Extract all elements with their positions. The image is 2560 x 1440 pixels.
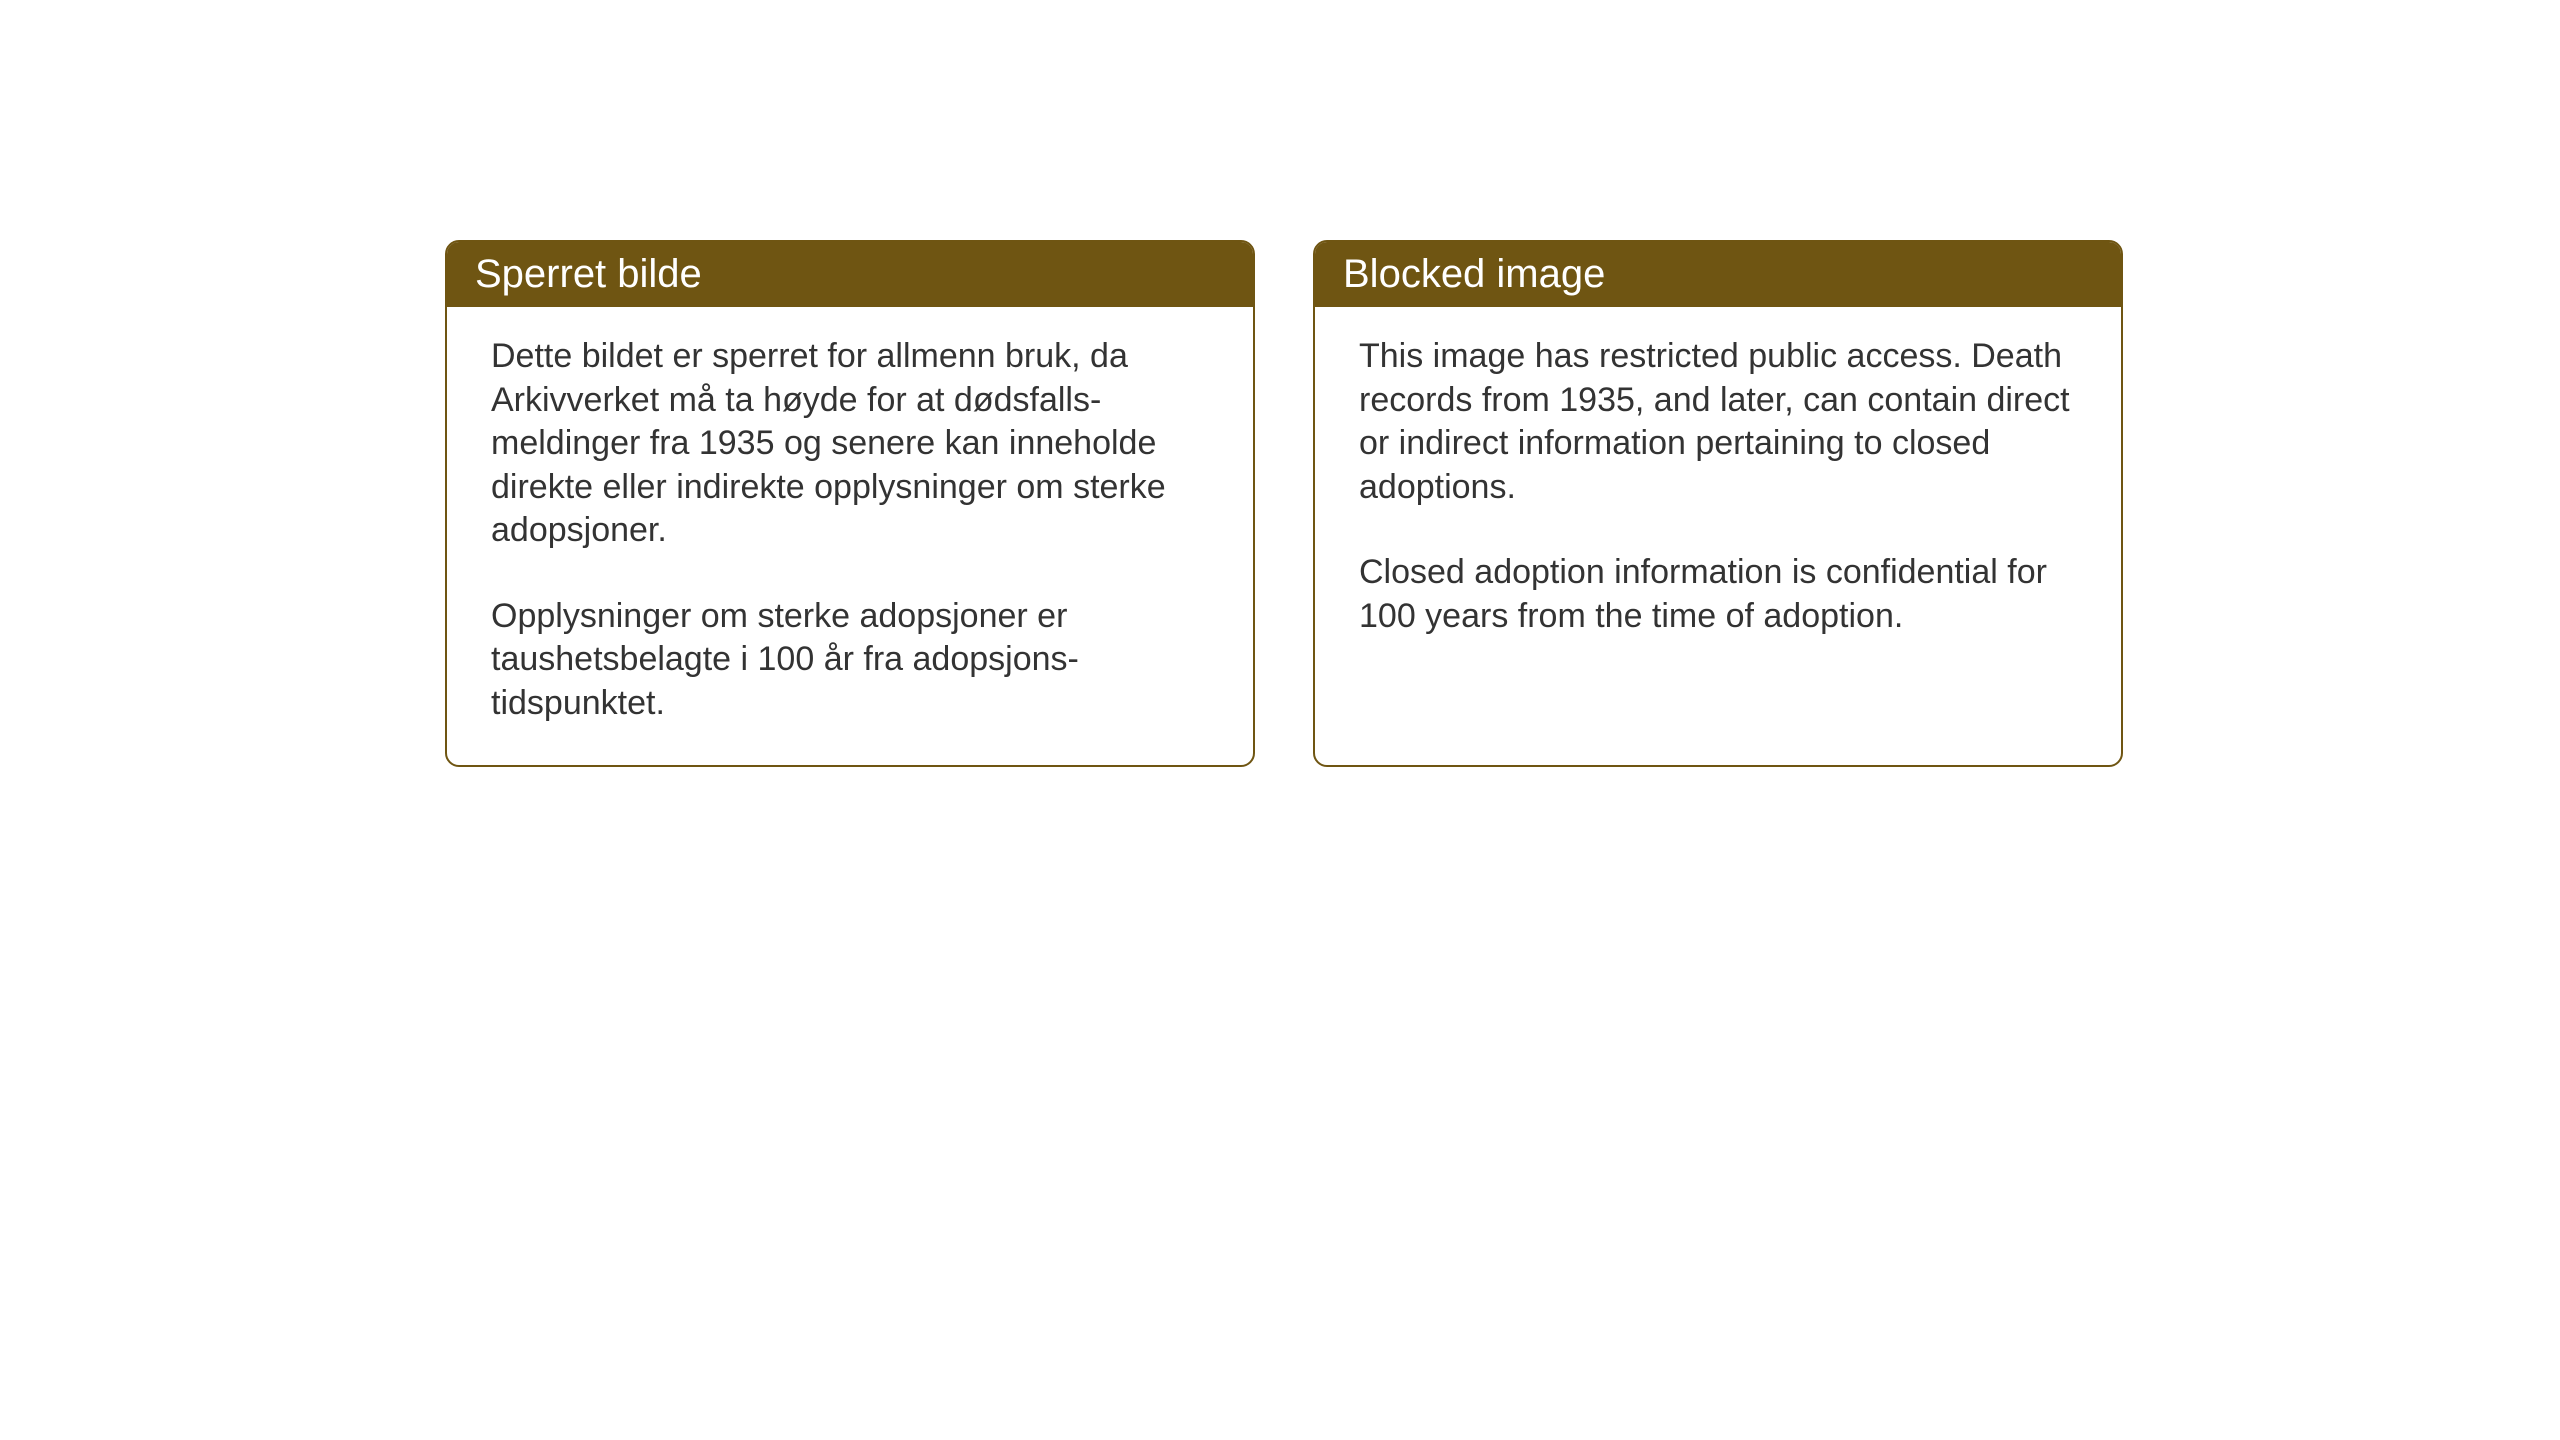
card-header-english: Blocked image xyxy=(1315,242,2121,307)
notice-card-english: Blocked image This image has restricted … xyxy=(1313,240,2123,767)
card-title-english: Blocked image xyxy=(1343,252,1605,296)
card-title-norwegian: Sperret bilde xyxy=(475,252,702,296)
card-paragraph-english-2: Closed adoption information is confident… xyxy=(1359,551,2077,638)
card-body-english: This image has restricted public access.… xyxy=(1315,307,2121,678)
notice-container: Sperret bilde Dette bildet er sperret fo… xyxy=(445,240,2123,767)
card-paragraph-norwegian-1: Dette bildet er sperret for allmenn bruk… xyxy=(491,335,1209,553)
card-paragraph-norwegian-2: Opplysninger om sterke adopsjoner er tau… xyxy=(491,595,1209,726)
notice-card-norwegian: Sperret bilde Dette bildet er sperret fo… xyxy=(445,240,1255,767)
card-body-norwegian: Dette bildet er sperret for allmenn bruk… xyxy=(447,307,1253,765)
card-paragraph-english-1: This image has restricted public access.… xyxy=(1359,335,2077,509)
card-header-norwegian: Sperret bilde xyxy=(447,242,1253,307)
